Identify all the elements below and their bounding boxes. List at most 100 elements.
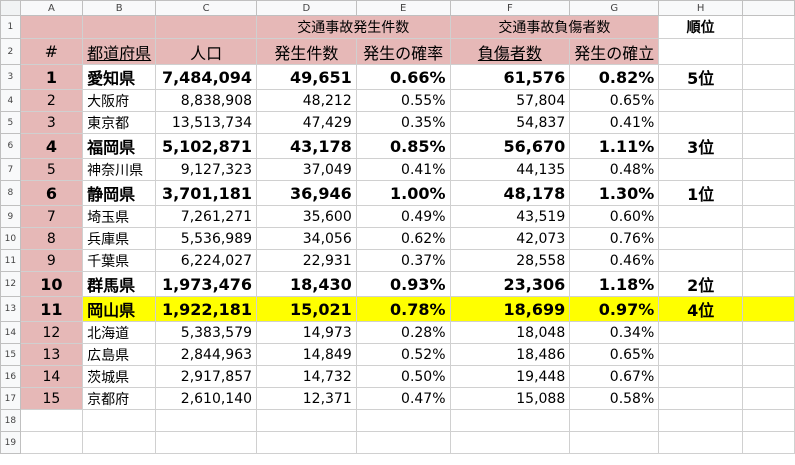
number-cell[interactable]: 11 bbox=[19, 296, 84, 322]
injury-rate-cell[interactable]: 1.30% bbox=[569, 180, 660, 206]
accident-rate-cell[interactable]: 0.37% bbox=[355, 249, 451, 272]
rank-cell[interactable]: 5位 bbox=[658, 64, 743, 90]
accidents-group-header[interactable]: 交通事故発生件数 bbox=[256, 15, 451, 39]
accidents-cell[interactable]: 14,732 bbox=[256, 365, 357, 388]
cell[interactable] bbox=[742, 89, 795, 112]
rank-cell[interactable] bbox=[658, 343, 743, 366]
accident-rate-cell[interactable]: 0.52% bbox=[355, 343, 451, 366]
row-header[interactable]: 9 bbox=[0, 205, 21, 228]
number-cell[interactable]: 7 bbox=[19, 205, 84, 228]
row-header[interactable]: 6 bbox=[0, 133, 21, 159]
accidents-cell[interactable]: 35,600 bbox=[256, 205, 357, 228]
injury-rate-cell[interactable]: 0.76% bbox=[569, 227, 660, 250]
number-cell[interactable]: 4 bbox=[19, 133, 84, 159]
row-header[interactable]: 1 bbox=[0, 15, 21, 39]
injured-cell[interactable]: 44,135 bbox=[449, 158, 571, 181]
cell[interactable] bbox=[742, 227, 795, 250]
cell[interactable] bbox=[449, 409, 571, 432]
population-header[interactable]: 人口 bbox=[155, 38, 258, 65]
column-header-e[interactable]: E bbox=[355, 0, 451, 16]
accidents-cell[interactable]: 14,973 bbox=[256, 321, 357, 344]
injury-rate-cell[interactable]: 0.48% bbox=[569, 158, 660, 181]
injured-cell[interactable]: 43,519 bbox=[449, 205, 571, 228]
row-header[interactable]: 2 bbox=[0, 38, 21, 65]
row-header[interactable]: 12 bbox=[0, 271, 21, 297]
prefecture-cell[interactable]: 神奈川県 bbox=[82, 158, 157, 181]
cell[interactable] bbox=[742, 111, 795, 134]
number-cell[interactable]: 2 bbox=[19, 89, 84, 112]
rank-cell[interactable] bbox=[658, 111, 743, 134]
rank-cell[interactable] bbox=[658, 387, 743, 410]
accident-rate-cell[interactable]: 0.93% bbox=[355, 271, 451, 297]
accidents-cell[interactable]: 12,371 bbox=[256, 387, 357, 410]
row-header[interactable]: 8 bbox=[0, 180, 21, 206]
cell[interactable] bbox=[742, 343, 795, 366]
injured-cell[interactable]: 28,558 bbox=[449, 249, 571, 272]
row-header[interactable]: 4 bbox=[0, 89, 21, 112]
injured-cell[interactable]: 19,448 bbox=[449, 365, 571, 388]
row-header[interactable]: 17 bbox=[0, 387, 21, 410]
number-cell[interactable]: 8 bbox=[19, 227, 84, 250]
prefecture-cell[interactable]: 広島県 bbox=[82, 343, 157, 366]
rank-cell[interactable] bbox=[658, 249, 743, 272]
accidents-cell[interactable]: 18,430 bbox=[256, 271, 357, 297]
prefecture-header[interactable]: 都道府県 bbox=[82, 38, 157, 65]
injured-cell[interactable]: 18,048 bbox=[449, 321, 571, 344]
number-cell[interactable]: 3 bbox=[19, 111, 84, 134]
number-cell[interactable]: 6 bbox=[19, 180, 84, 206]
injured-group-header[interactable]: 交通事故負傷者数 bbox=[449, 15, 660, 39]
injury-rate-cell[interactable]: 0.46% bbox=[569, 249, 660, 272]
population-cell[interactable]: 7,484,094 bbox=[155, 64, 258, 90]
cell[interactable] bbox=[658, 409, 743, 432]
population-cell[interactable]: 7,261,271 bbox=[155, 205, 258, 228]
injured-cell[interactable]: 23,306 bbox=[449, 271, 571, 297]
row-header[interactable]: 15 bbox=[0, 343, 21, 366]
prefecture-cell[interactable]: 茨城県 bbox=[82, 365, 157, 388]
accident-rate-cell[interactable]: 0.49% bbox=[355, 205, 451, 228]
rank-cell[interactable]: 2位 bbox=[658, 271, 743, 297]
cell[interactable] bbox=[256, 409, 357, 432]
cell[interactable] bbox=[82, 431, 157, 454]
injury-rate-cell[interactable]: 0.41% bbox=[569, 111, 660, 134]
population-cell[interactable]: 9,127,323 bbox=[155, 158, 258, 181]
row-header[interactable]: 7 bbox=[0, 158, 21, 181]
injury-rate-cell[interactable]: 1.18% bbox=[569, 271, 660, 297]
population-cell[interactable]: 5,536,989 bbox=[155, 227, 258, 250]
prefecture-cell[interactable]: 兵庫県 bbox=[82, 227, 157, 250]
corner-cell[interactable] bbox=[0, 0, 21, 16]
injury-rate-cell[interactable]: 0.97% bbox=[569, 296, 660, 322]
column-header-a[interactable]: A bbox=[19, 0, 84, 16]
row-header[interactable]: 10 bbox=[0, 227, 21, 250]
prefecture-cell[interactable]: 岡山県 bbox=[82, 296, 157, 322]
prefecture-cell[interactable]: 北海道 bbox=[82, 321, 157, 344]
injured-cell[interactable]: 18,486 bbox=[449, 343, 571, 366]
cell[interactable] bbox=[742, 321, 795, 344]
cell[interactable] bbox=[742, 271, 795, 297]
injured-cell[interactable]: 56,670 bbox=[449, 133, 571, 159]
population-cell[interactable]: 2,844,963 bbox=[155, 343, 258, 366]
cell[interactable] bbox=[742, 431, 795, 454]
cell[interactable] bbox=[742, 64, 795, 90]
cell[interactable] bbox=[658, 431, 743, 454]
rank-cell[interactable] bbox=[658, 321, 743, 344]
accident-rate-cell[interactable]: 0.35% bbox=[355, 111, 451, 134]
prefecture-cell[interactable]: 愛知県 bbox=[82, 64, 157, 90]
cell[interactable] bbox=[355, 409, 451, 432]
cell[interactable] bbox=[742, 296, 795, 322]
population-cell[interactable]: 2,610,140 bbox=[155, 387, 258, 410]
accidents-cell[interactable]: 36,946 bbox=[256, 180, 357, 206]
accidents-cell[interactable]: 49,651 bbox=[256, 64, 357, 90]
population-cell[interactable]: 1,922,181 bbox=[155, 296, 258, 322]
cell[interactable] bbox=[155, 409, 258, 432]
cell[interactable] bbox=[742, 15, 795, 39]
accident-rate-cell[interactable]: 0.66% bbox=[355, 64, 451, 90]
injury-rate-cell[interactable]: 0.65% bbox=[569, 343, 660, 366]
cell[interactable] bbox=[256, 431, 357, 454]
population-cell[interactable]: 8,838,908 bbox=[155, 89, 258, 112]
rank-cell[interactable]: 4位 bbox=[658, 296, 743, 322]
number-cell[interactable]: 12 bbox=[19, 321, 84, 344]
number-cell[interactable]: 13 bbox=[19, 343, 84, 366]
row-header[interactable]: 11 bbox=[0, 249, 21, 272]
column-header-extra[interactable] bbox=[742, 0, 795, 16]
cell[interactable] bbox=[742, 249, 795, 272]
